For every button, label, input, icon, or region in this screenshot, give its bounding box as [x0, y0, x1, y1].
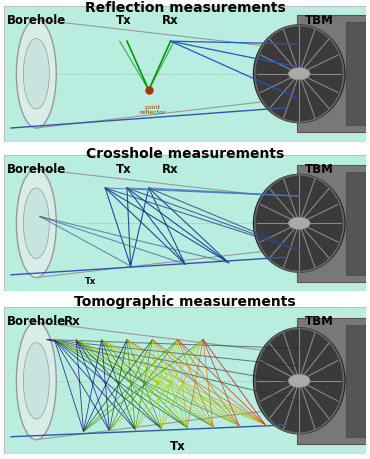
Text: Borehole: Borehole	[7, 314, 67, 327]
Text: Tomographic measurements: Tomographic measurements	[74, 295, 296, 309]
Text: Rx: Rx	[162, 14, 179, 27]
Ellipse shape	[23, 189, 49, 259]
Ellipse shape	[16, 322, 56, 440]
Ellipse shape	[16, 170, 56, 278]
Bar	[346, 172, 368, 275]
Text: Borehole: Borehole	[7, 14, 67, 27]
Text: TBM: TBM	[305, 314, 334, 327]
Text: Tx: Tx	[85, 276, 96, 285]
Ellipse shape	[253, 328, 345, 434]
Text: Borehole: Borehole	[7, 163, 67, 176]
Ellipse shape	[288, 218, 310, 230]
Ellipse shape	[288, 375, 310, 387]
Text: Tx: Tx	[170, 439, 186, 452]
Text: Rx: Rx	[64, 314, 81, 327]
Ellipse shape	[23, 39, 49, 110]
Ellipse shape	[253, 26, 345, 123]
Text: Reflection measurements: Reflection measurements	[85, 1, 285, 15]
Bar	[297, 318, 366, 444]
Bar	[346, 325, 368, 437]
Text: Rx: Rx	[162, 163, 179, 176]
Text: Tx: Tx	[115, 14, 131, 27]
Text: Crosshole measurements: Crosshole measurements	[86, 146, 284, 161]
Ellipse shape	[23, 343, 49, 419]
Bar	[297, 17, 366, 133]
Text: Tx: Tx	[115, 163, 131, 176]
Ellipse shape	[16, 21, 56, 129]
Ellipse shape	[253, 175, 345, 273]
Bar	[346, 23, 368, 126]
Ellipse shape	[288, 68, 310, 81]
Text: TBM: TBM	[305, 14, 334, 27]
Bar	[297, 166, 366, 282]
Text: point
reflector: point reflector	[139, 104, 166, 115]
Text: TBM: TBM	[305, 163, 334, 176]
